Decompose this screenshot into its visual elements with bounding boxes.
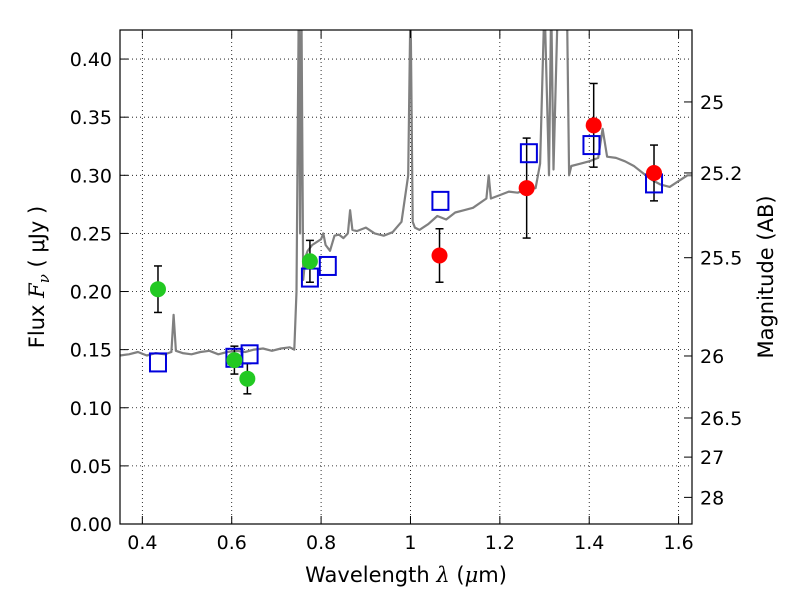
spectrum-line <box>120 30 692 357</box>
y-tick-label: 0.05 <box>70 456 112 478</box>
marker-layer <box>148 117 664 387</box>
model-square-marker <box>148 352 167 373</box>
x-tick-label: 1 <box>404 532 416 554</box>
y-tick-label: 0.20 <box>70 282 112 304</box>
nir-point-marker <box>518 180 535 197</box>
x-tick-label: 1.2 <box>485 532 515 554</box>
spectrum-layer <box>120 30 692 357</box>
optical-point-marker <box>226 352 243 369</box>
x-tick-label: 0.4 <box>127 532 157 554</box>
nir-point-marker <box>431 247 448 264</box>
y-tick-label: 0.30 <box>70 165 112 187</box>
optical-point-marker <box>301 253 318 270</box>
y-axis-label: Flux Fν ( μJy ) <box>25 206 53 348</box>
y-tick-label: 0.15 <box>70 340 112 362</box>
model-square-marker <box>318 255 337 276</box>
x-axis-unit-rest: m) <box>478 563 507 587</box>
nir-point-marker <box>646 164 663 181</box>
y-axis-symbol: F <box>25 282 49 299</box>
y-tick-label: 0.40 <box>70 49 112 71</box>
y2-tick-label: 25 <box>700 92 724 114</box>
model-square-marker <box>431 190 450 211</box>
y2-tick-label: 28 <box>700 487 724 509</box>
x-tick-label: 1.6 <box>663 532 693 554</box>
x-tick-label: 0.6 <box>217 532 247 554</box>
y-tick-label: 0.10 <box>70 398 112 420</box>
plot-frame <box>119 29 693 525</box>
x-axis-symbol: λ <box>435 563 449 587</box>
tick-layer: 0.4 0.6 0.8 1 1.2 1.4 1.6 0.00 0.05 0.10 0.15 0.20 0… <box>70 30 742 554</box>
x-axis-unit-mu: μ <box>465 563 479 587</box>
optical-point-marker <box>149 281 166 298</box>
y-axis-unit: ( μJy ) <box>25 206 49 268</box>
y-tick-label: 0.25 <box>70 223 112 245</box>
x-axis-unit-open: ( <box>456 563 464 587</box>
optical-point-marker <box>239 370 256 387</box>
y2-tick-label: 26 <box>700 346 724 368</box>
y2-tick-label: 27 <box>700 447 724 469</box>
errorbar-layer <box>153 82 659 395</box>
y2-tick-label: 26.5 <box>700 408 742 430</box>
y-tick-label: 0.00 <box>70 514 112 536</box>
y-axis-subscript: ν <box>35 274 53 283</box>
y2-tick-label: 25.5 <box>700 248 742 270</box>
x-tick-label: 1.4 <box>574 532 604 554</box>
y-axis-label-text: Flux <box>25 305 49 349</box>
right-axis-label: Magnitude (AB) <box>754 195 778 358</box>
grid-lines <box>120 30 692 525</box>
y2-tick-label: 25.2 <box>700 163 742 185</box>
x-tick-label: 0.8 <box>306 532 336 554</box>
x-axis-label-text: Wavelength <box>305 563 430 587</box>
model-square-marker <box>240 344 259 365</box>
x-axis-label: Wavelength λ (μm) <box>305 563 507 587</box>
nir-point-marker <box>585 117 602 134</box>
model-square-marker <box>519 143 538 164</box>
model-square-marker <box>582 135 601 156</box>
y-tick-label: 0.35 <box>70 107 112 129</box>
